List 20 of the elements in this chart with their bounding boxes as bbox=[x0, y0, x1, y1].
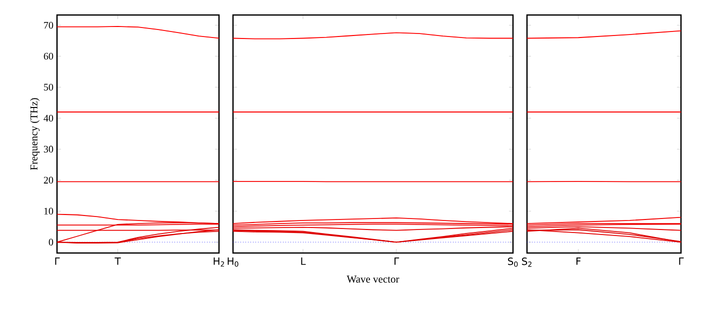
y-tick-label: 50 bbox=[44, 84, 54, 91]
y-tick-label: 30 bbox=[44, 146, 54, 153]
y-tick-label: 60 bbox=[44, 52, 54, 60]
x-tick-label: S$_{2}$ bbox=[522, 258, 532, 267]
y-tick-label: 70 bbox=[44, 22, 54, 29]
y-tick-label: 20 bbox=[44, 176, 54, 184]
x-tick-label: Γ bbox=[55, 258, 60, 265]
y-tick-label: 10 bbox=[44, 208, 54, 215]
x-axis-title: Wave vector bbox=[346, 276, 400, 283]
x-tick-label: L bbox=[301, 258, 306, 265]
x-tick-label: H$_{2}$ bbox=[214, 258, 224, 267]
x-tick-label: Γ bbox=[394, 258, 400, 265]
x-tick-label: H$_{0}$ bbox=[228, 258, 238, 267]
y-tick-label: 0 bbox=[48, 238, 54, 246]
x-tick-label: T bbox=[114, 258, 121, 265]
x-tick-label: F bbox=[576, 258, 581, 265]
y-axis-title: Frequency (THz) bbox=[30, 98, 40, 170]
y-tick-label: 40 bbox=[44, 114, 54, 122]
x-tick-label: S$_{0}$ bbox=[508, 258, 518, 267]
x-tick-label: Γ bbox=[679, 258, 684, 265]
